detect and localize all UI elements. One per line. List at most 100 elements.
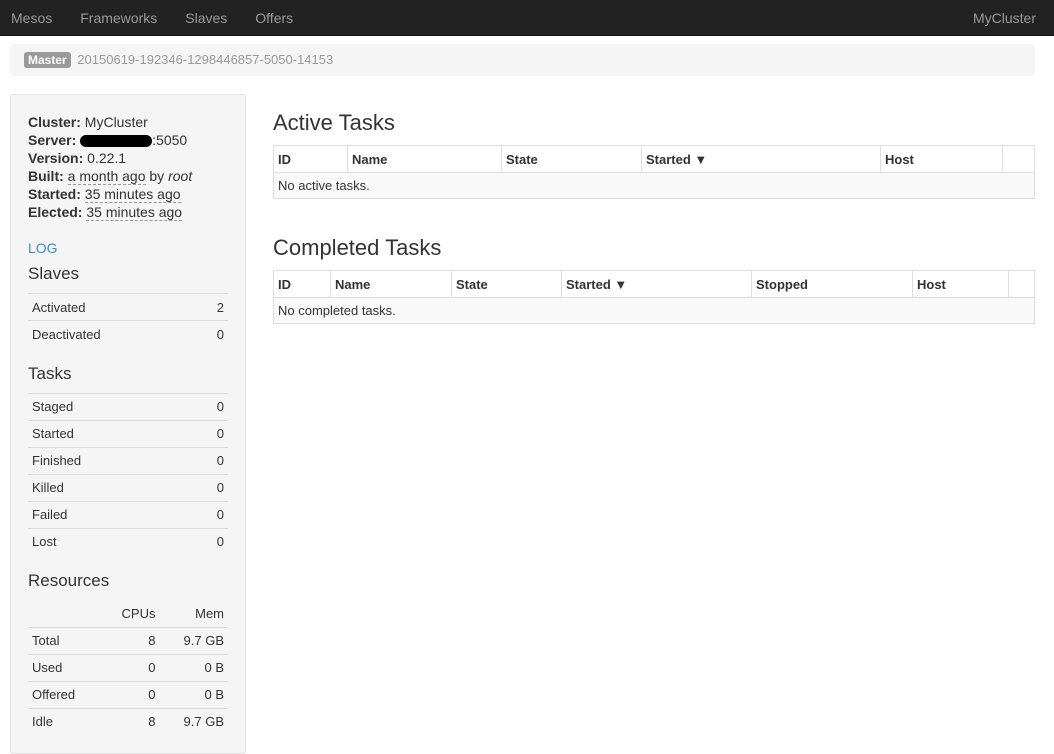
table-header: ID Name State Started ▼ Host	[273, 145, 1035, 173]
row-label: Idle	[28, 707, 101, 735]
col-state[interactable]: State	[501, 145, 642, 173]
active-tasks-table: ID Name State Started ▼ Host No active t…	[273, 145, 1035, 199]
built-value: a month ago	[67, 168, 146, 185]
row-value: 2	[194, 293, 228, 321]
table-row: Failed 0	[28, 500, 228, 528]
row-label: Offered	[28, 680, 101, 708]
empty-message: No active tasks.	[273, 172, 1035, 199]
version-value: 0.22.1	[87, 150, 127, 166]
col-started[interactable]: Started ▼	[641, 145, 881, 173]
sidebar: Cluster: MyCluster Server: :5050 Version…	[10, 94, 246, 754]
col-cpus: CPUs	[121, 605, 156, 621]
row-label: Started	[28, 419, 186, 447]
nav-cluster[interactable]: MyCluster	[972, 10, 1036, 26]
row-value: 0	[185, 527, 228, 555]
col-name[interactable]: Name	[347, 145, 502, 173]
col-id[interactable]: ID	[273, 145, 348, 173]
started-value: 35 minutes ago	[84, 186, 181, 203]
nav-slaves[interactable]: Slaves	[185, 9, 228, 26]
elected-label: Elected:	[28, 204, 83, 220]
row-cpus: 0	[100, 680, 160, 708]
cluster-value: MyCluster	[84, 114, 148, 130]
table-row: Activated 2	[28, 293, 228, 321]
row-label: Deactivated	[28, 320, 195, 348]
resources-table: CPUs Mem Total 8 9.7 GB Used 0 0 B Offered 0 0 …	[28, 600, 228, 735]
table-row: Started 0	[28, 419, 228, 447]
row-value: 0	[194, 320, 228, 348]
empty-row: No active tasks.	[273, 172, 1035, 199]
row-mem: 9.7 GB	[159, 707, 228, 735]
built-user: root	[168, 168, 193, 184]
brand-link[interactable]: Mesos	[11, 9, 53, 26]
row-cpus: 8	[100, 626, 160, 654]
table-row: Deactivated 0	[28, 320, 228, 348]
col-started[interactable]: Started ▼	[561, 270, 752, 298]
nav-frameworks[interactable]: Frameworks	[80, 9, 158, 26]
row-value: 0	[185, 446, 228, 474]
row-cpus: 0	[100, 653, 160, 681]
col-extra	[1002, 145, 1035, 173]
row-label: Total	[28, 626, 101, 654]
table-row: Idle 8 9.7 GB	[28, 707, 228, 735]
row-value: 0	[185, 500, 228, 528]
row-mem: 9.7 GB	[159, 626, 228, 654]
completed-tasks-table: ID Name State Started ▼ Stopped Host No …	[273, 270, 1035, 324]
table-row: Offered 0 0 B	[28, 680, 228, 708]
cluster-info: Cluster: MyCluster Server: :5050 Version…	[28, 113, 228, 221]
table-row: Finished 0	[28, 446, 228, 474]
resources-heading: Resources	[28, 571, 110, 590]
slaves-heading: Slaves	[28, 264, 80, 283]
row-label: Lost	[28, 527, 186, 555]
server-port: :5050	[152, 132, 188, 148]
table-header: CPUs Mem	[28, 600, 228, 627]
tasks-table: Staged 0 Started 0 Finished 0 Killed 0 Faile…	[28, 392, 228, 555]
started-label: Started:	[28, 186, 81, 202]
row-value: 0	[185, 419, 228, 447]
cluster-label: Cluster:	[28, 114, 81, 130]
table-header: ID Name State Started ▼ Stopped Host	[273, 270, 1035, 298]
active-tasks-heading: Active Tasks	[273, 110, 395, 135]
completed-tasks-heading: Completed Tasks	[273, 235, 442, 260]
row-label: Finished	[28, 446, 186, 474]
col-name[interactable]: Name	[330, 270, 452, 298]
slaves-table: Activated 2 Deactivated 0	[28, 293, 228, 348]
col-extra	[1008, 270, 1035, 298]
built-by: by	[149, 168, 165, 184]
col-state[interactable]: State	[451, 270, 562, 298]
nav-offers[interactable]: Offers	[255, 9, 294, 26]
row-mem: 0 B	[159, 653, 228, 681]
server-label: Server:	[28, 132, 77, 148]
row-value: 0	[185, 392, 228, 420]
row-cpus: 8	[100, 707, 160, 735]
row-label: Failed	[28, 500, 186, 528]
col-host[interactable]: Host	[880, 145, 1003, 173]
col-id[interactable]: ID	[273, 270, 331, 298]
row-label: Activated	[28, 293, 195, 321]
table-row: Lost 0	[28, 527, 228, 555]
table-row: Killed 0	[28, 473, 228, 501]
row-value: 0	[185, 473, 228, 501]
row-label: Killed	[28, 473, 186, 501]
master-badge: Master	[24, 52, 71, 68]
row-label: Staged	[28, 392, 186, 420]
table-row: Total 8 9.7 GB	[28, 626, 228, 654]
breadcrumb: Master 20150619-192346-1298446857-5050-1…	[10, 44, 1035, 76]
version-label: Version:	[28, 150, 84, 166]
col-mem: Mem	[195, 605, 224, 621]
row-label: Used	[28, 653, 101, 681]
built-label: Built:	[28, 168, 64, 184]
row-mem: 0 B	[159, 680, 228, 708]
tasks-heading: Tasks	[28, 363, 72, 383]
col-stopped[interactable]: Stopped	[751, 270, 913, 298]
table-row: Used 0 0 B	[28, 653, 228, 681]
redacted-scribble	[80, 135, 153, 148]
log-link[interactable]: LOG	[28, 240, 58, 256]
navbar: Mesos Frameworks Slaves Offers MyCluster	[0, 0, 1054, 36]
empty-row: No completed tasks.	[273, 297, 1035, 324]
elected-value: 35 minutes ago	[86, 204, 183, 221]
main-content: Active Tasks ID Name State Started ▼ Hos…	[273, 110, 1035, 360]
col-host[interactable]: Host	[912, 270, 1009, 298]
master-id: 20150619-192346-1298446857-5050-14153	[77, 52, 334, 67]
table-row: Staged 0	[28, 392, 228, 420]
empty-message: No completed tasks.	[273, 297, 1035, 324]
